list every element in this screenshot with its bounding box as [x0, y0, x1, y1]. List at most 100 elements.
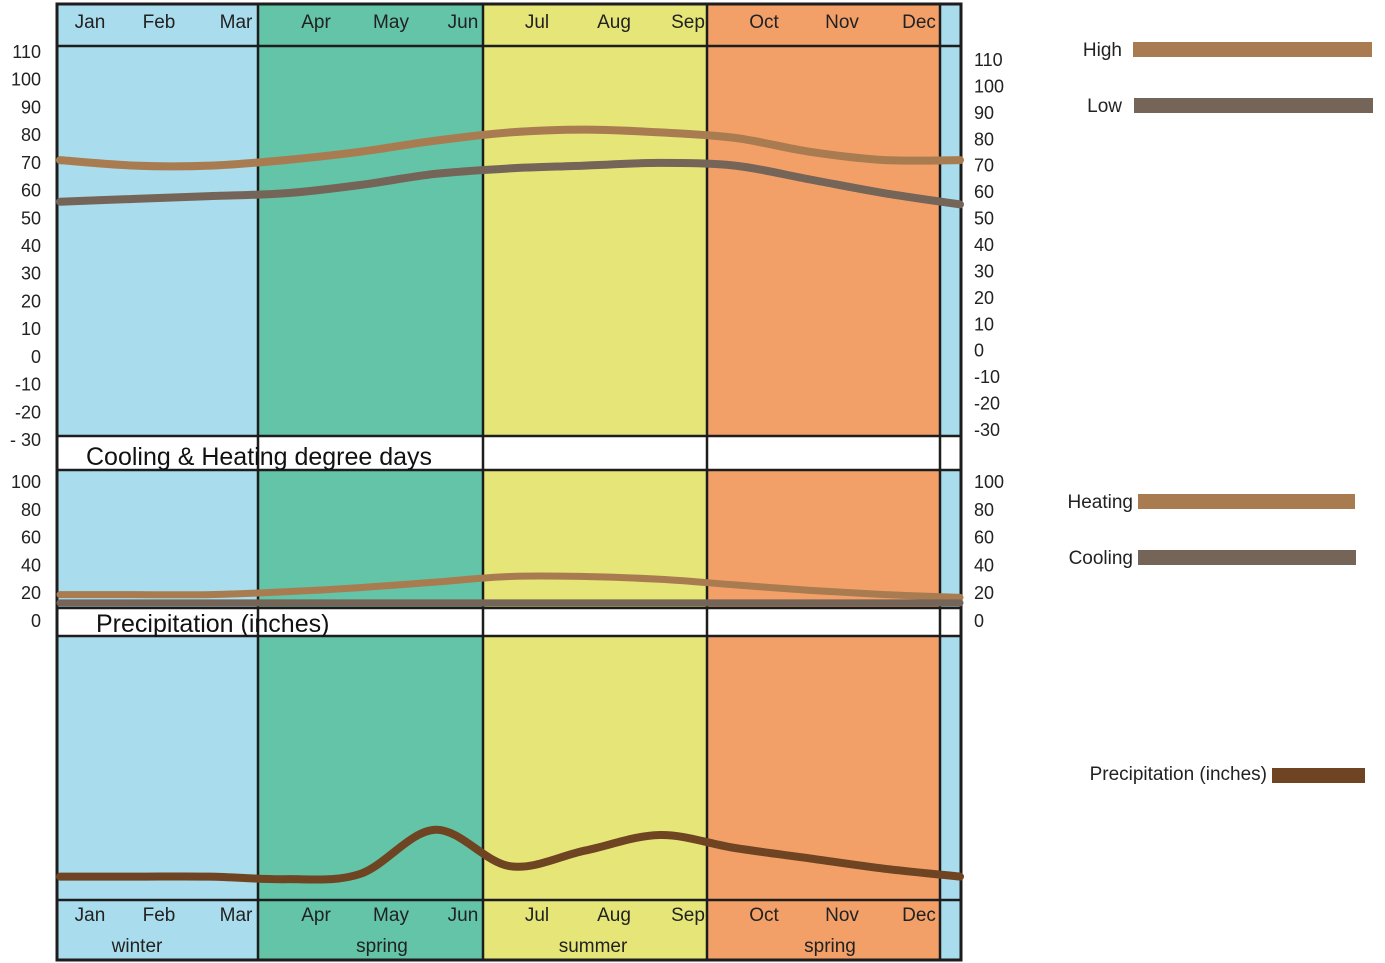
- temp-right-tick-50: 50: [974, 209, 994, 229]
- temp-left-tick-50: 50: [21, 208, 41, 228]
- season-labels: winter spring summer spring: [111, 936, 856, 957]
- temp-left-tick-80: 80: [21, 125, 41, 145]
- month-top-jan: Jan: [75, 12, 106, 33]
- season-bg-1: [258, 5, 483, 959]
- month-bottom-dec: Dec: [902, 905, 936, 926]
- season-bg-trailing: [940, 5, 960, 959]
- dd-right-tick-20: 20: [974, 583, 994, 603]
- dd-right-tick-40: 40: [974, 555, 994, 575]
- season-label-winter: winter: [111, 936, 163, 957]
- month-top-apr: Apr: [301, 12, 331, 33]
- legend-swatch-precipitation-inches: [1272, 768, 1365, 783]
- month-bottom-apr: Apr: [301, 905, 331, 926]
- temp-right-tick-90: 90: [974, 103, 994, 123]
- month-bottom-aug: Aug: [597, 905, 631, 926]
- month-top-sep: Sep: [671, 12, 705, 33]
- temp-right-tick-20: 20: [974, 288, 994, 308]
- temp-left-tick-20: -20: [15, 402, 41, 422]
- series-line-high: [56, 125, 964, 171]
- month-bottom-feb: Feb: [143, 905, 176, 926]
- temp-right-tick-30: -30: [974, 420, 1000, 440]
- temp-right-tick-80: 80: [974, 129, 994, 149]
- season-bg-3: [707, 5, 940, 959]
- month-top-jun: Jun: [448, 12, 479, 33]
- month-top-may: May: [373, 12, 409, 33]
- dd-left-tick-20: 20: [21, 583, 41, 603]
- legend-swatch-high: [1133, 42, 1372, 57]
- temp-right-tick-60: 60: [974, 182, 994, 202]
- temp-left-tick-90: 90: [21, 97, 41, 117]
- month-bottom-may: May: [373, 905, 409, 926]
- temp-left-tick-10: -10: [15, 375, 41, 395]
- legend-swatch-heating: [1138, 494, 1355, 509]
- season-label-spring: spring: [804, 936, 856, 957]
- degree-days-title-band: [58, 436, 961, 470]
- panel-separators: [57, 44, 961, 902]
- temp-right-tick-100: 100: [974, 76, 1004, 96]
- series-line-low: [56, 158, 964, 209]
- legend-label-heating: Heating: [1068, 492, 1134, 513]
- month-top-nov: Nov: [825, 12, 859, 33]
- temp-right-tick-0: 0: [974, 341, 984, 361]
- season-bg-0: [58, 5, 258, 959]
- temp-left-tick-110: 110: [12, 42, 41, 62]
- temp-left-tick-70: 70: [21, 153, 41, 173]
- dd-left-tick-100: 100: [11, 472, 41, 492]
- month-top-feb: Feb: [143, 12, 176, 33]
- series-line-heating: [56, 572, 964, 601]
- month-top-aug: Aug: [597, 12, 631, 33]
- precipitation-title: Precipitation (inches): [96, 610, 329, 638]
- dd-left-tick-80: 80: [21, 500, 41, 520]
- data-lines: [56, 125, 964, 884]
- dd-left-tick-40: 40: [21, 555, 41, 575]
- month-bottom-sep: Sep: [671, 905, 705, 926]
- temp-left-tick-30: 30: [21, 264, 41, 284]
- legends: High Low Heating Cooling Precipitation (inch…: [1068, 40, 1373, 785]
- month-top-dec: Dec: [902, 12, 936, 33]
- month-bottom-jan: Jan: [75, 905, 106, 926]
- months-bottom: Jan Feb Mar Apr May Jun Jul Aug Sep Oct Nov Dec: [75, 905, 936, 926]
- legend-swatch-cooling: [1138, 550, 1356, 565]
- legend-label-high: High: [1083, 40, 1122, 61]
- temp-left-tick-20: 20: [21, 291, 41, 311]
- month-top-mar: Mar: [220, 12, 253, 33]
- season-bg-2: [483, 5, 707, 959]
- temp-right-tick-10: 10: [974, 314, 994, 334]
- dd-right-tick-100: 100: [974, 472, 1004, 492]
- month-bottom-jun: Jun: [448, 905, 479, 926]
- month-bottom-jul: Jul: [525, 905, 549, 926]
- month-top-jul: Jul: [525, 12, 549, 33]
- temp-left-tick-40: 40: [21, 236, 41, 256]
- legend-label-cooling: Cooling: [1069, 548, 1133, 569]
- temp-right-tick-10: -10: [974, 367, 1000, 387]
- season-label-spring: spring: [356, 936, 408, 957]
- dd-left-tick-0: 0: [31, 611, 41, 631]
- precipitation-title-band: [58, 608, 961, 636]
- temp-right-tick-30: 30: [974, 261, 994, 281]
- dd-right-tick-80: 80: [974, 500, 994, 520]
- series-line-precipitation: [56, 825, 964, 884]
- month-bottom-nov: Nov: [825, 905, 859, 926]
- legend-swatch-low: [1134, 98, 1373, 113]
- dd-left-tick-60: 60: [21, 528, 41, 548]
- dd-right-tick-60: 60: [974, 528, 994, 548]
- legend-label-low: Low: [1087, 96, 1122, 117]
- temp-right-tick-70: 70: [974, 156, 994, 176]
- temp-right-tick-20: -20: [974, 394, 1000, 414]
- temp-left-tick-10: 10: [21, 319, 41, 339]
- temp-left-tick-0: 0: [31, 347, 41, 367]
- season-label-summer: summer: [559, 936, 628, 957]
- temp-right-tick-40: 40: [974, 235, 994, 255]
- degree-days-title: Cooling & Heating degree days: [86, 443, 432, 471]
- temp-left-tick-100: 100: [11, 70, 41, 90]
- temp-left-tick-30: - 30: [10, 430, 41, 450]
- month-bottom-mar: Mar: [220, 905, 253, 926]
- months-top: Jan Feb Mar Apr May Jun Jul Aug Sep Oct Nov Dec: [75, 12, 936, 33]
- legend-label-precipitation-inches: Precipitation (inches): [1090, 764, 1267, 785]
- month-top-oct: Oct: [749, 12, 779, 33]
- temp-right-tick-110: 110: [974, 50, 1003, 70]
- dd-right-tick-0: 0: [974, 611, 984, 631]
- chart-frame: [55, 2, 963, 962]
